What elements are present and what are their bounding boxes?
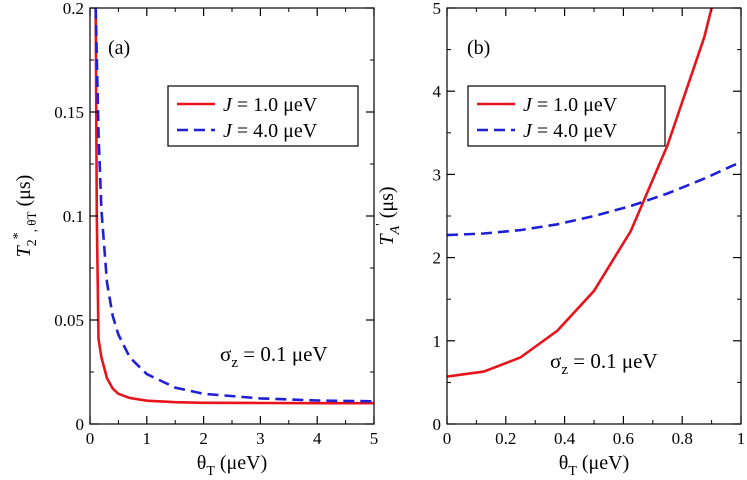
panel-label: (b)	[467, 37, 490, 59]
x-tick-label: 0	[86, 429, 95, 448]
y-axis-label: T2*, θT (μs)	[11, 175, 40, 258]
x-tick-label: 0.8	[672, 429, 693, 448]
y-tick-label: 5	[433, 0, 442, 18]
y-tick-label: 0.2	[63, 0, 84, 18]
series-line-j4	[94, 8, 374, 403]
x-tick-label: 0.4	[554, 429, 576, 448]
legend-entry-label: J = 1.0 μeV	[523, 94, 618, 116]
x-tick-label: 5	[370, 429, 379, 448]
y-tick-label: 0	[76, 415, 85, 434]
panel-b: 0 0.2 0.4 0.6 0.8 1 0 1 2 3 4 5 θT (μeV) TA' (μs) (b) J…	[374, 0, 745, 479]
y-tick-label: 0	[433, 415, 442, 434]
x-tick-label: 1	[143, 429, 152, 448]
x-tick-label: 0.6	[613, 429, 634, 448]
x-tick-label: 3	[256, 429, 265, 448]
legend: J = 1.0 μeV J = 4.0 μeV	[167, 85, 359, 147]
legend: J = 1.0 μeV J = 4.0 μeV	[467, 85, 666, 147]
x-axis-label: θT (μeV)	[197, 452, 268, 479]
x-axis-label: θT (μeV)	[559, 452, 630, 479]
y-tick-label: 0.15	[54, 103, 84, 122]
y-axis-label: TA' (μs)	[374, 186, 403, 245]
x-tick-label: 0	[443, 429, 452, 448]
legend-entry-label: J = 4.0 μeV	[523, 120, 618, 142]
y-tick-label: 4	[433, 82, 442, 101]
series-line-j4	[447, 160, 741, 237]
legend-entry-label: J = 1.0 μeV	[223, 94, 318, 116]
legend-entry-label: J = 4.0 μeV	[223, 120, 318, 142]
x-tick-label: 1	[737, 429, 746, 448]
legend-box	[467, 85, 666, 147]
legend-box	[167, 85, 359, 147]
y-tick-label: 1	[433, 332, 442, 351]
y-tick-label: 0.1	[63, 207, 84, 226]
x-tick-label: 2	[199, 429, 208, 448]
panel-a: 0 1 2 3 4 5 0 0.05 0.1 0.15 0.2 θT (μeV) T2*, θT (μs…	[11, 0, 378, 479]
panel-label: (a)	[108, 37, 130, 59]
series-line-j1	[94, 8, 374, 405]
x-tick-label: 0.2	[495, 429, 516, 448]
sigma-annotation: σz = 0.1 μeV	[220, 342, 328, 371]
y-tick-label: 0.05	[54, 311, 84, 330]
series-line-j1	[447, 8, 713, 378]
y-tick-label: 3	[433, 165, 442, 184]
x-tick-label: 4	[313, 429, 322, 448]
y-tick-label: 2	[433, 249, 442, 268]
sigma-annotation: σz = 0.1 μeV	[550, 349, 658, 378]
